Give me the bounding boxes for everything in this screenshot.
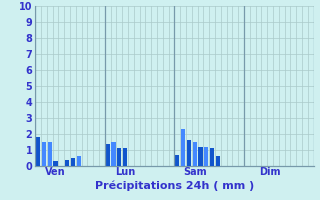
Bar xyxy=(187,140,191,166)
Bar xyxy=(77,156,81,166)
Bar xyxy=(198,147,203,166)
Bar xyxy=(48,142,52,166)
Bar xyxy=(53,161,58,166)
Bar xyxy=(210,148,214,166)
Bar xyxy=(181,129,185,166)
Bar xyxy=(42,142,46,166)
Bar xyxy=(117,148,121,166)
Bar xyxy=(123,148,127,166)
Bar xyxy=(36,137,40,166)
Bar xyxy=(193,142,197,166)
Bar xyxy=(175,155,179,166)
Bar xyxy=(71,158,75,166)
X-axis label: Précipitations 24h ( mm ): Précipitations 24h ( mm ) xyxy=(95,180,254,191)
Bar xyxy=(65,160,69,166)
Bar xyxy=(216,156,220,166)
Bar xyxy=(111,142,116,166)
Bar xyxy=(204,147,208,166)
Bar xyxy=(106,144,110,166)
